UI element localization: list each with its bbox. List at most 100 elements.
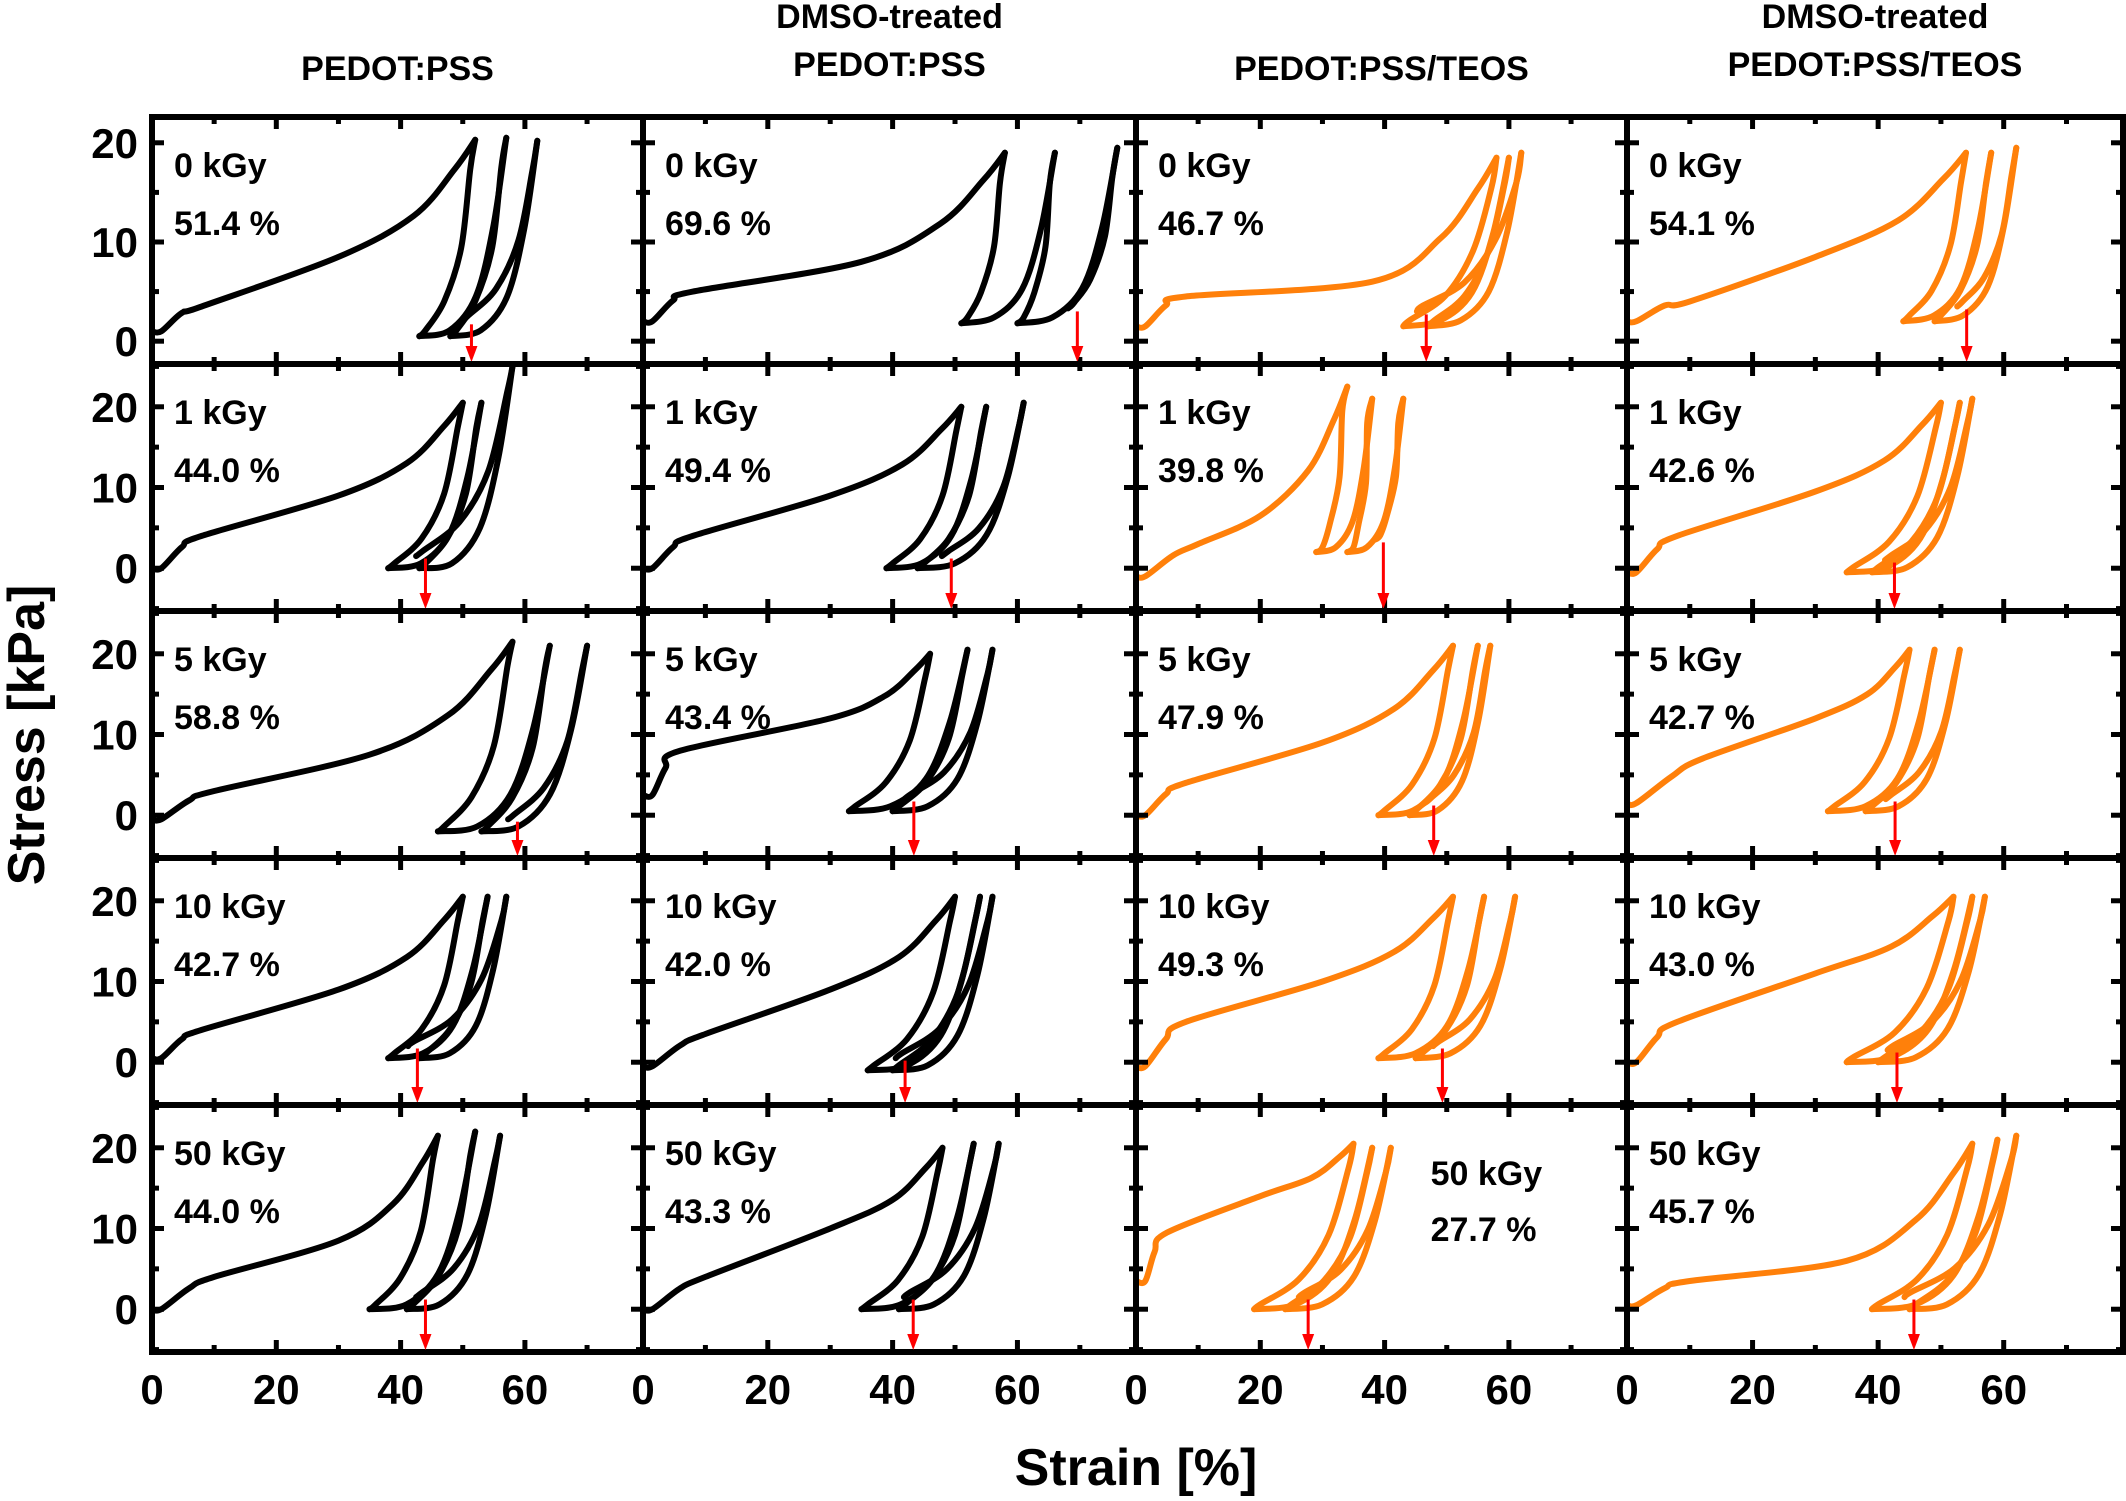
unloading-curve [864, 893, 958, 1074]
unloading-curve [858, 1144, 946, 1313]
reloading-curve [895, 1140, 1002, 1313]
recovery-label: 47.9 % [1158, 699, 1264, 737]
unloading-curve [385, 399, 466, 572]
x-tick-label: 20 [253, 1366, 300, 1413]
dose-label: 0 kGy [1649, 147, 1742, 185]
panel-0-4: 50 kGy 44.0 % [149, 1102, 646, 1355]
reloading-curve [416, 893, 510, 1062]
unloading-curve [1875, 893, 1976, 1066]
unloading-curve [447, 134, 510, 340]
recovery-label: 45.7 % [1649, 1193, 1755, 1231]
unloading-curve [505, 642, 591, 823]
loading-curve [1133, 383, 1351, 581]
x-tick-label: 60 [994, 1366, 1041, 1413]
unloading-curve [403, 1128, 479, 1313]
recovery-arrow-head [511, 840, 524, 856]
x-tick-label: 0 [1615, 1366, 1638, 1413]
y-tick-label: 20 [91, 631, 138, 678]
recovery-label: 42.7 % [1649, 699, 1755, 737]
recovery-label: 51.4 % [174, 205, 280, 243]
column-title: DMSO-treated [776, 0, 1003, 36]
recovery-arrow-head [907, 840, 920, 856]
unloading-curve [1014, 149, 1058, 327]
loading-curve [149, 136, 479, 336]
dose-label: 1 kGy [1158, 394, 1251, 432]
unloading-curve [883, 403, 965, 572]
recovery-arrow-head [1890, 1087, 1903, 1103]
y-tick-label: 10 [91, 465, 138, 512]
loading-curve [1624, 893, 1957, 1068]
x-tick-label: 0 [1124, 1366, 1147, 1413]
recovery-arrow-head [419, 1334, 432, 1350]
loading-curve [149, 893, 466, 1063]
recovery-label: 49.3 % [1158, 946, 1264, 984]
loading-curve [149, 399, 466, 573]
unloading-curve [889, 646, 971, 815]
x-tick-label: 20 [1237, 1366, 1284, 1413]
y-tick-label: 0 [115, 1286, 138, 1333]
reloading-curve [1282, 1144, 1394, 1313]
unloading-curve [1421, 642, 1494, 807]
recovery-label: 69.6 % [665, 205, 771, 243]
panel-2-3: 10 kGy 49.3 % [1133, 855, 1630, 1108]
x-tick-label: 40 [869, 1366, 916, 1413]
unloading-curve [1868, 1140, 1976, 1313]
unloading-curve [845, 650, 934, 815]
unloading-curve [1868, 399, 1963, 576]
dose-label: 5 kGy [1649, 641, 1742, 679]
loading-curve [1133, 154, 1500, 331]
unloading-curve [938, 399, 1027, 560]
recovery-label: 39.8 % [1158, 452, 1264, 490]
x-tick-label: 40 [1855, 1366, 1902, 1413]
recovery-label: 46.7 % [1158, 205, 1264, 243]
panel-2-2: 5 kGy 47.9 % [1133, 608, 1630, 861]
recovery-arrow-head [1377, 593, 1390, 609]
loading-curve [149, 638, 516, 824]
panel-3-0: 0 kGy 54.1 % [1624, 114, 2126, 367]
x-tick-label: 20 [744, 1366, 791, 1413]
unloading-curve [1884, 893, 1988, 1054]
panel-1-4: 50 kGy 43.3 % [640, 1102, 1139, 1355]
y-tick-label: 0 [115, 792, 138, 839]
unloading-curve [1430, 893, 1519, 1050]
column-title: PEDOT:PSS [793, 46, 986, 84]
unloading-curve [1900, 149, 1969, 325]
unloading-curve [1954, 144, 2020, 310]
recovery-arrow-head [1889, 840, 1902, 856]
loading-curve [1133, 642, 1456, 820]
unloading-curve [1882, 646, 1963, 803]
dose-label: 10 kGy [174, 888, 286, 926]
recovery-label: 49.4 % [665, 452, 771, 490]
loading-curve [640, 403, 965, 573]
column-title: PEDOT:PSS/TEOS [1234, 50, 1529, 88]
loading-curve [640, 650, 934, 800]
y-tick-label: 0 [115, 318, 138, 365]
unloading-curve [1425, 154, 1512, 330]
reloading-curve [1862, 646, 1963, 815]
panel-0-2: 5 kGy 58.8 % [149, 608, 646, 861]
y-tick-label: 20 [91, 120, 138, 167]
column-title: DMSO-treated [1762, 0, 1989, 36]
recovery-label: 27.7 % [1431, 1211, 1537, 1249]
loading-curve [640, 1144, 946, 1314]
x-tick-label: 0 [140, 1366, 163, 1413]
dose-label: 1 kGy [1649, 394, 1742, 432]
recovery-arrow-head [945, 593, 958, 609]
dose-label: 1 kGy [665, 394, 758, 432]
x-axis-title: Strain [%] [1015, 1439, 1258, 1497]
recovery-label: 58.8 % [174, 699, 280, 737]
panel-0-0: 0 kGy 51.4 % [149, 114, 646, 367]
unloading-curve [1406, 642, 1481, 819]
unloading-curve [1843, 399, 1944, 576]
unloading-curve [1843, 893, 1957, 1066]
dose-label: 10 kGy [1158, 888, 1270, 926]
x-tick-label: 60 [1486, 1366, 1533, 1413]
recovery-arrow-head [1960, 346, 1973, 362]
dose-label: 5 kGy [1158, 641, 1251, 679]
recovery-arrow-head [465, 346, 478, 362]
x-tick-label: 0 [631, 1366, 654, 1413]
x-tick-label: 20 [1729, 1366, 1776, 1413]
unloading-curve [1065, 144, 1121, 312]
recovery-label: 43.4 % [665, 699, 771, 737]
